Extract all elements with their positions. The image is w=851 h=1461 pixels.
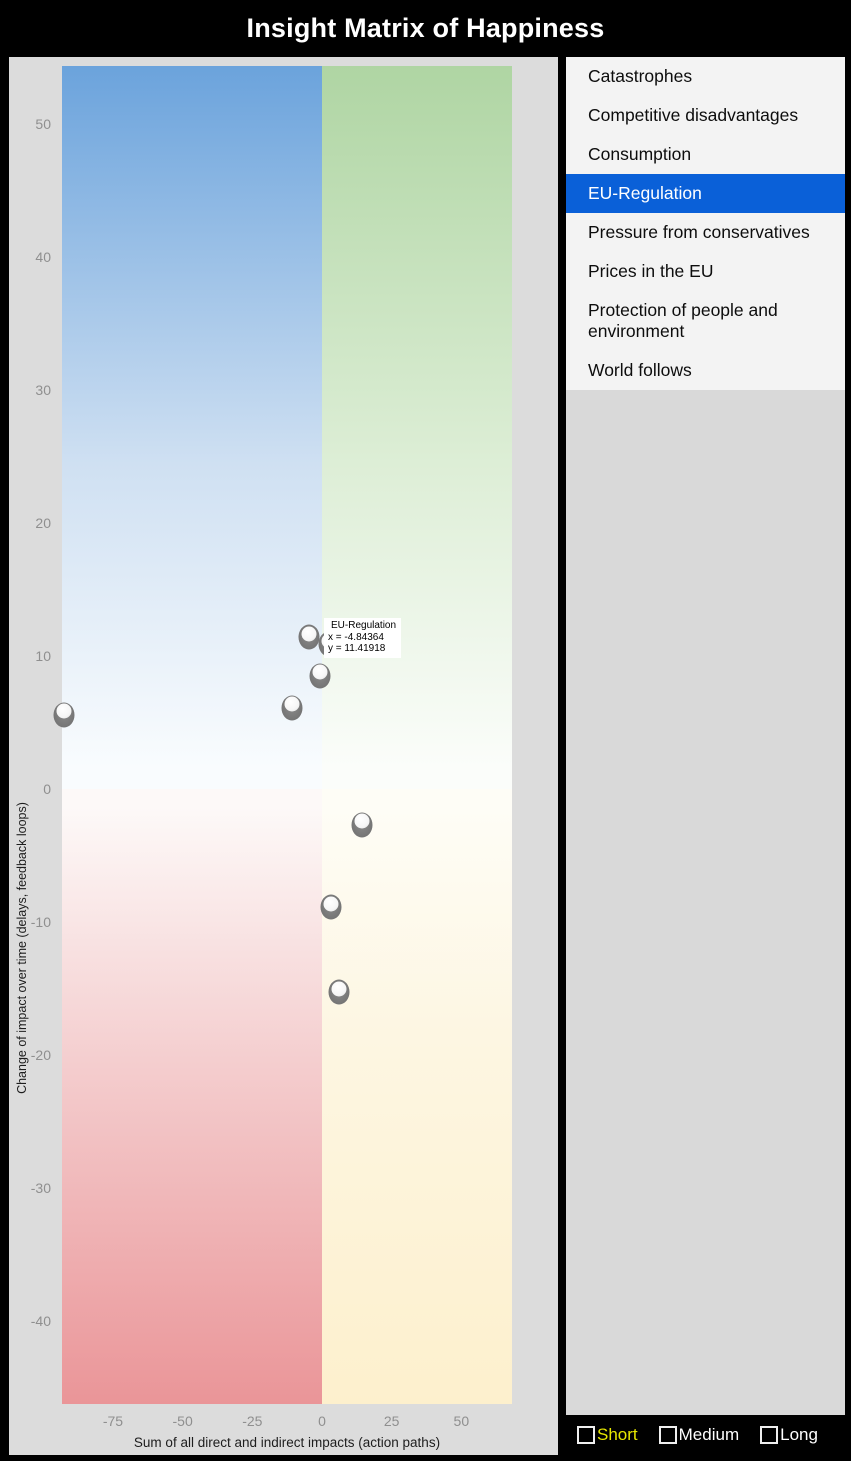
page-title: Insight Matrix of Happiness	[246, 13, 605, 43]
legend-label-long: Long	[780, 1425, 818, 1444]
insight-matrix-chart: EU-Regulation x = -4.84364 y = 11.41918 …	[9, 57, 558, 1455]
quadrant-bottom-right	[322, 789, 512, 1404]
checkbox-medium[interactable]	[658, 1426, 677, 1444]
data-point-highlight	[56, 703, 72, 719]
data-point-highlight	[323, 896, 339, 912]
data-point-eu-regulation[interactable]	[298, 624, 319, 650]
x-tick--25: -25	[242, 1413, 263, 1429]
list-item-world-follows[interactable]: World follows	[588, 360, 692, 380]
y-tick--10: -10	[30, 914, 51, 930]
factors-panel: Catastrophes Competitive disadvantages Con…	[566, 57, 845, 1415]
point-tooltip: EU-Regulation x = -4.84364 y = 11.41918	[324, 618, 402, 658]
list-item-protection-of-people-and-environment[interactable]: Protection of people and environment	[588, 300, 778, 341]
data-point-highlight	[284, 696, 300, 712]
y-axis-label: Change of impact over time (delays, feed…	[15, 802, 29, 1094]
data-point-highlight	[301, 626, 316, 642]
data-point[interactable]	[53, 702, 75, 728]
y-tick--40: -40	[30, 1313, 51, 1329]
y-tick-30: 30	[35, 382, 51, 398]
x-tick--75: -75	[102, 1413, 124, 1429]
insight-list: Catastrophes Competitive disadvantages Con…	[566, 57, 845, 390]
y-tick-50: 50	[35, 116, 51, 132]
x-tick--50: -50	[172, 1413, 193, 1429]
y-tick-10: 10	[35, 648, 51, 664]
x-tick-25: 25	[383, 1413, 400, 1429]
x-tick-50: 50	[453, 1413, 470, 1429]
data-point[interactable]	[320, 894, 342, 920]
quadrant-top-right	[322, 66, 512, 789]
data-point[interactable]	[281, 695, 303, 721]
plot-area: EU-Regulation x = -4.84364 y = 11.41918	[53, 66, 512, 1404]
y-tick--20: -20	[30, 1047, 51, 1063]
legend-option-long: Long	[760, 1426, 818, 1444]
legend-option-short: Short	[577, 1426, 638, 1444]
checkbox-long[interactable]	[760, 1426, 779, 1444]
legend-label-short: Short	[597, 1425, 638, 1444]
legend-label-medium: Medium	[678, 1425, 740, 1444]
data-point-highlight	[312, 664, 328, 680]
quadrant-bottom-left	[62, 789, 322, 1404]
tooltip-title: EU-Regulation	[331, 620, 397, 631]
data-point[interactable]	[351, 812, 373, 838]
y-tick-40: 40	[35, 249, 51, 265]
y-tick-0: 0	[43, 781, 51, 797]
data-point-highlight	[354, 813, 370, 829]
list-item-competitive-disadvantages[interactable]: Competitive disadvantages	[588, 105, 799, 125]
quadrant-top-left	[62, 66, 322, 789]
x-axis-label: Sum of all direct and indirect impacts (…	[133, 1435, 441, 1450]
list-item-eu-regulation[interactable]: EU-Regulation	[566, 174, 845, 213]
y-tick--30: -30	[30, 1180, 51, 1196]
title-bar: Insight Matrix of Happiness	[0, 0, 851, 57]
term-legend: Short Medium Long	[566, 1415, 851, 1455]
list-item-catastrophes[interactable]: Catastrophes	[588, 66, 693, 86]
list-item-consumption[interactable]: Consumption	[588, 144, 692, 164]
tooltip-y-value: y = 11.41918	[328, 643, 386, 654]
checkbox-short[interactable]	[577, 1426, 595, 1444]
data-point[interactable]	[309, 663, 331, 689]
legend-option-medium: Medium	[658, 1425, 740, 1444]
x-tick-0: 0	[318, 1413, 326, 1429]
tooltip-x-value: x = -4.84364	[328, 631, 384, 643]
list-item-pressure-from-conservatives[interactable]: Pressure from conservatives	[588, 222, 810, 242]
y-tick-20: 20	[35, 515, 51, 531]
data-point[interactable]	[328, 979, 350, 1005]
data-point-highlight	[331, 981, 347, 997]
list-item-prices-in-the-eu[interactable]: Prices in the EU	[588, 261, 714, 281]
